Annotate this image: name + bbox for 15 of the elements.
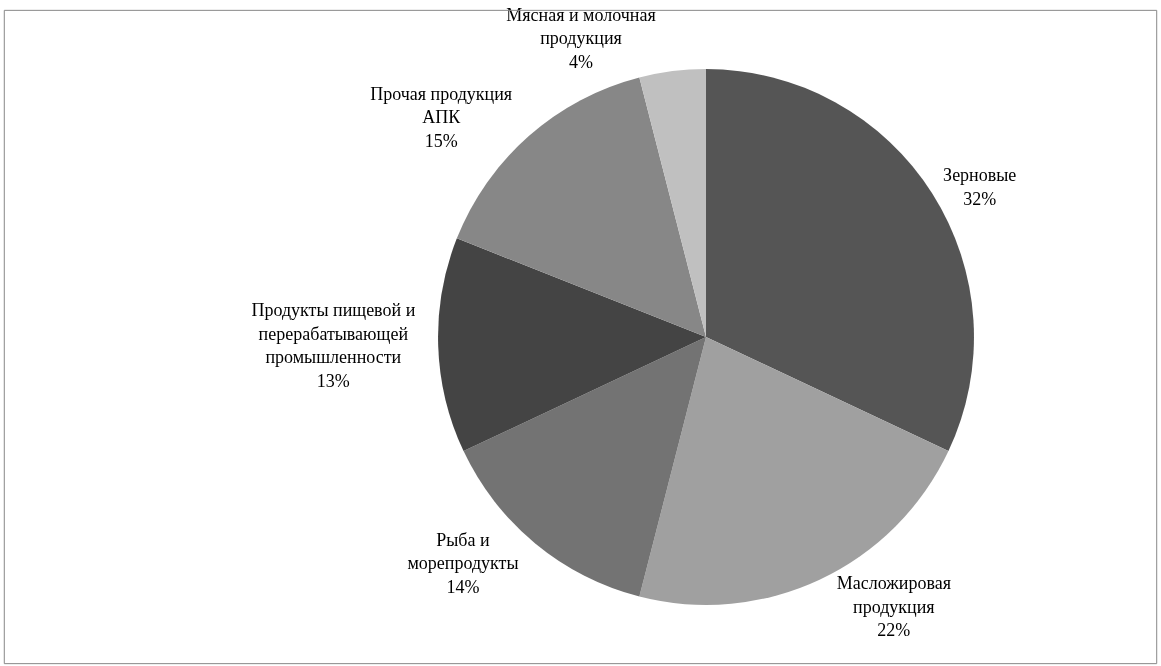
pie-slice bbox=[438, 238, 707, 452]
data-label: 32% bbox=[963, 188, 997, 209]
data-label: 15% bbox=[424, 130, 458, 151]
pie-slice bbox=[639, 69, 707, 337]
data-label: 22% bbox=[877, 620, 911, 641]
pie-slice bbox=[639, 337, 949, 605]
slice-label: Масложировая продукция bbox=[836, 573, 951, 617]
data-label: 13% bbox=[316, 370, 350, 391]
slice-label: Продукты пищевой и перерабатывающей промышленности bbox=[251, 300, 416, 368]
data-label: 14% bbox=[446, 576, 480, 597]
slice-label: Прочая продукция АПК bbox=[370, 83, 513, 128]
slice-label: Зерновые bbox=[943, 165, 1017, 186]
slice-label: Рыба и морепродукты bbox=[407, 529, 519, 574]
data-label: 4% bbox=[569, 51, 594, 72]
slice-label: Мясная и молочная продукция bbox=[506, 4, 656, 49]
